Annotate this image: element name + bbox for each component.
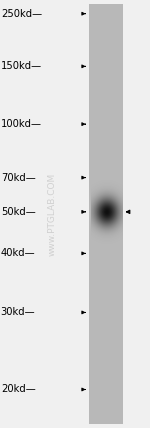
Text: 50kd—: 50kd—: [1, 207, 36, 217]
Text: 100kd—: 100kd—: [1, 119, 42, 129]
Text: 70kd—: 70kd—: [1, 172, 36, 183]
Text: 150kd—: 150kd—: [1, 61, 42, 71]
Text: 20kd—: 20kd—: [1, 384, 36, 395]
Text: 250kd—: 250kd—: [1, 9, 42, 19]
Bar: [89, 4, 123, 424]
Text: 40kd—: 40kd—: [1, 248, 35, 259]
Text: www.PTGLAB.COM: www.PTGLAB.COM: [48, 172, 57, 256]
Text: 30kd—: 30kd—: [1, 307, 35, 318]
